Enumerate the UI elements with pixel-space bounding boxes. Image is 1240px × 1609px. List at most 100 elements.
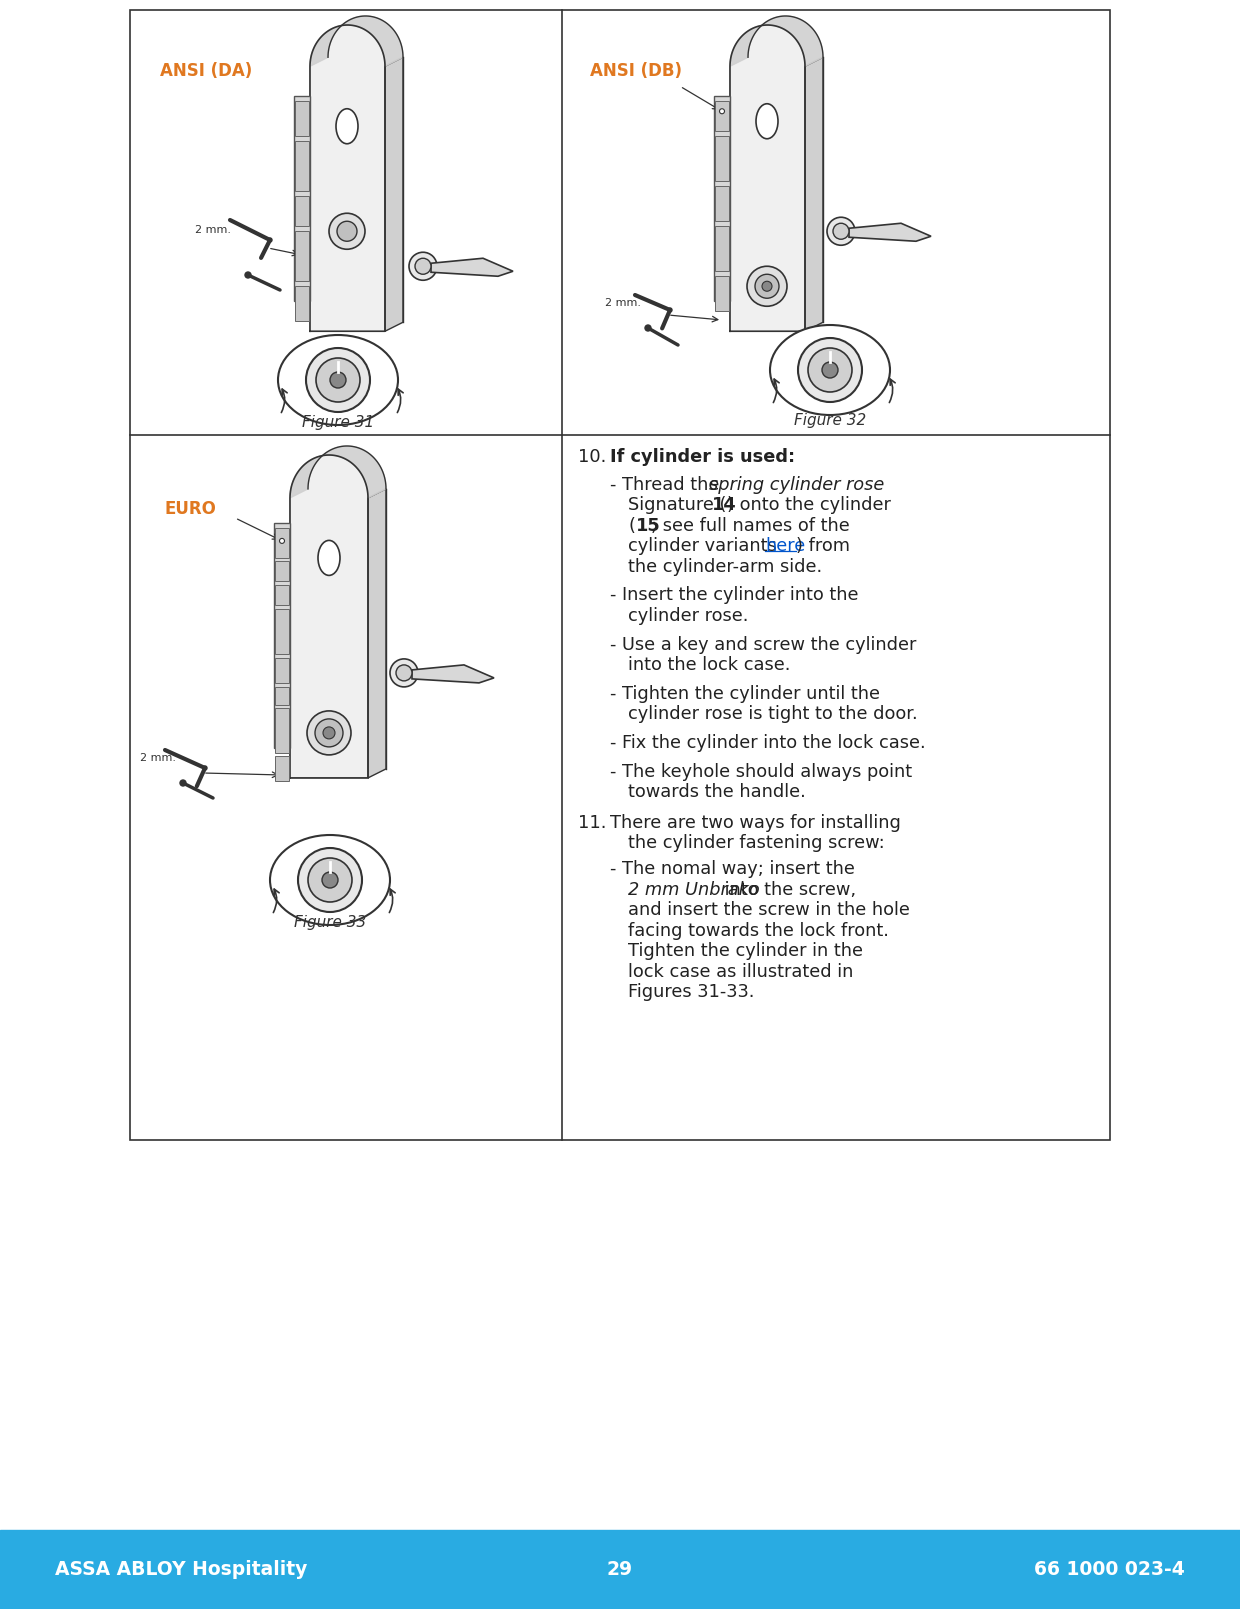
Circle shape bbox=[668, 307, 672, 312]
Ellipse shape bbox=[770, 325, 890, 415]
Polygon shape bbox=[805, 58, 823, 331]
Polygon shape bbox=[730, 16, 823, 66]
Text: the cylinder-arm side.: the cylinder-arm side. bbox=[627, 558, 822, 576]
Circle shape bbox=[315, 719, 343, 747]
Circle shape bbox=[833, 224, 849, 240]
Circle shape bbox=[316, 357, 360, 402]
Text: facing towards the lock front.: facing towards the lock front. bbox=[627, 922, 889, 940]
Polygon shape bbox=[290, 446, 386, 497]
Bar bbox=[275, 586, 289, 605]
Bar bbox=[275, 708, 289, 753]
Bar bbox=[130, 10, 1110, 1141]
Text: lock case as illustrated in: lock case as illustrated in bbox=[627, 962, 853, 980]
Bar bbox=[715, 227, 729, 272]
Bar bbox=[730, 66, 805, 331]
Text: cylinder rose.: cylinder rose. bbox=[627, 607, 749, 624]
Polygon shape bbox=[412, 665, 494, 682]
Circle shape bbox=[409, 253, 436, 280]
Text: ANSI (DB): ANSI (DB) bbox=[590, 63, 682, 80]
Circle shape bbox=[203, 766, 207, 771]
Text: ; see full names of the: ; see full names of the bbox=[651, 516, 849, 534]
Text: here: here bbox=[765, 537, 805, 555]
Ellipse shape bbox=[756, 103, 777, 138]
Ellipse shape bbox=[278, 335, 398, 425]
Text: into the lock case.: into the lock case. bbox=[627, 656, 790, 674]
Text: into the screw,: into the screw, bbox=[719, 880, 857, 898]
Text: Signature (: Signature ( bbox=[627, 496, 727, 515]
Text: (: ( bbox=[627, 516, 635, 534]
Text: ASSA ABLOY Hospitality: ASSA ABLOY Hospitality bbox=[55, 1561, 308, 1578]
Circle shape bbox=[180, 780, 186, 787]
Text: the cylinder fastening screw:: the cylinder fastening screw: bbox=[627, 835, 885, 853]
Bar bbox=[275, 608, 289, 653]
Bar bbox=[295, 232, 309, 282]
Polygon shape bbox=[730, 26, 805, 331]
Bar bbox=[715, 137, 729, 182]
Polygon shape bbox=[432, 259, 513, 277]
Text: cylinder rose is tight to the door.: cylinder rose is tight to the door. bbox=[627, 705, 918, 724]
Text: 15: 15 bbox=[636, 516, 661, 534]
Text: - Thread the: - Thread the bbox=[610, 476, 725, 494]
Text: spring cylinder rose: spring cylinder rose bbox=[709, 476, 884, 494]
Bar bbox=[295, 286, 309, 322]
Circle shape bbox=[755, 274, 779, 298]
Bar bbox=[310, 66, 384, 331]
Polygon shape bbox=[384, 58, 403, 331]
Text: - Insert the cylinder into the: - Insert the cylinder into the bbox=[610, 586, 858, 605]
Circle shape bbox=[330, 372, 346, 388]
Text: 2 mm.: 2 mm. bbox=[195, 225, 231, 235]
Bar bbox=[290, 497, 368, 777]
Text: Figure 32: Figure 32 bbox=[794, 414, 866, 428]
Circle shape bbox=[322, 872, 339, 888]
Circle shape bbox=[298, 848, 362, 912]
Bar bbox=[715, 101, 729, 132]
Circle shape bbox=[396, 665, 412, 681]
Text: There are two ways for installing: There are two ways for installing bbox=[610, 814, 901, 832]
Polygon shape bbox=[368, 489, 386, 777]
Circle shape bbox=[329, 214, 365, 249]
Text: ANSI (DA): ANSI (DA) bbox=[160, 63, 252, 80]
Text: cylinder variants: cylinder variants bbox=[627, 537, 782, 555]
Text: Tighten the cylinder in the: Tighten the cylinder in the bbox=[627, 941, 863, 961]
Text: towards the handle.: towards the handle. bbox=[627, 784, 806, 801]
Circle shape bbox=[308, 711, 351, 755]
Bar bbox=[274, 523, 290, 748]
Text: - Fix the cylinder into the lock case.: - Fix the cylinder into the lock case. bbox=[610, 734, 925, 751]
Bar bbox=[275, 687, 289, 705]
Bar bbox=[275, 528, 289, 558]
Text: ) from: ) from bbox=[796, 537, 849, 555]
Bar bbox=[715, 277, 729, 311]
Circle shape bbox=[763, 282, 773, 291]
Text: 29: 29 bbox=[606, 1561, 634, 1578]
Ellipse shape bbox=[317, 541, 340, 576]
Text: - The nomal way; insert the: - The nomal way; insert the bbox=[610, 861, 854, 879]
Text: - Use a key and screw the cylinder: - Use a key and screw the cylinder bbox=[610, 636, 916, 653]
Text: - The keyhole should always point: - The keyhole should always point bbox=[610, 763, 913, 780]
Bar bbox=[714, 97, 730, 301]
Circle shape bbox=[337, 222, 357, 241]
Bar bbox=[295, 142, 309, 191]
Circle shape bbox=[268, 238, 272, 241]
Bar bbox=[715, 187, 729, 222]
Text: Figure 33: Figure 33 bbox=[294, 916, 366, 930]
Text: 14: 14 bbox=[712, 496, 737, 515]
Text: EURO: EURO bbox=[165, 500, 217, 518]
Text: - Tighten the cylinder until the: - Tighten the cylinder until the bbox=[610, 685, 880, 703]
Ellipse shape bbox=[336, 109, 358, 143]
Text: 66 1000 023-4: 66 1000 023-4 bbox=[1034, 1561, 1185, 1578]
Text: and insert the screw in the hole: and insert the screw in the hole bbox=[627, 901, 910, 919]
Bar bbox=[295, 101, 309, 137]
Circle shape bbox=[308, 858, 352, 903]
Text: ) onto the cylinder: ) onto the cylinder bbox=[727, 496, 890, 515]
Text: 2 mm Unbrako: 2 mm Unbrako bbox=[627, 880, 760, 898]
Circle shape bbox=[746, 265, 787, 306]
Polygon shape bbox=[310, 26, 384, 331]
Circle shape bbox=[279, 539, 284, 544]
Text: Figure 31: Figure 31 bbox=[301, 415, 374, 430]
Circle shape bbox=[645, 325, 651, 331]
Circle shape bbox=[415, 259, 432, 274]
Text: If cylinder is used:: If cylinder is used: bbox=[610, 447, 795, 467]
Text: 11.: 11. bbox=[578, 814, 606, 832]
Bar bbox=[295, 196, 309, 227]
Circle shape bbox=[822, 362, 838, 378]
